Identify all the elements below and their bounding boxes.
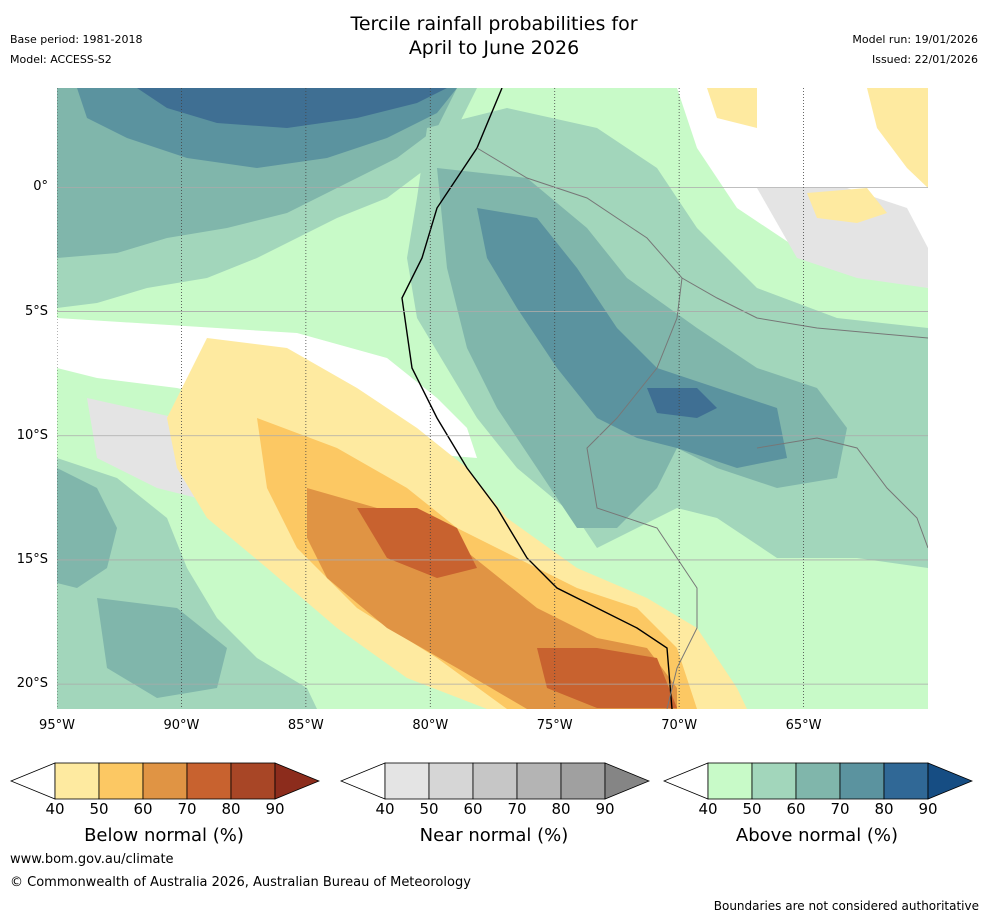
colorbar-segment: [428, 762, 474, 800]
colorbar-tick-label: 60: [786, 800, 806, 818]
colorbar-segment: [230, 762, 276, 800]
colorbar-segment: [707, 762, 753, 800]
colorbar-segment: [751, 762, 797, 800]
copyright-text: © Commonwealth of Australia 2026, Austra…: [10, 875, 471, 890]
colorbar-segment: [795, 762, 841, 800]
below-50-region-northeast-b: [867, 88, 928, 188]
lat-label: 5°S: [24, 303, 48, 319]
below-80-region-b: [537, 648, 677, 708]
title-line-2: April to June 2026: [408, 37, 580, 59]
colorbar-segment: [839, 762, 885, 800]
gridlines: [57, 88, 928, 709]
colorbar-tick-label: 80: [551, 800, 571, 818]
model-name: Model: ACCESS-S2: [10, 53, 112, 66]
lon-label: 85°W: [287, 718, 324, 733]
colorbar-segment: [516, 762, 562, 800]
colorbar-tick-label: 70: [830, 800, 850, 818]
below-50-region-northeast-a: [707, 88, 757, 128]
colorbar-segment: [98, 762, 144, 800]
colorbar-title: Near normal (%): [419, 825, 569, 846]
colorbar-low-extension: [663, 762, 709, 800]
colorbar-title: Below normal (%): [84, 825, 244, 846]
lat-label: 0°: [33, 179, 48, 195]
colorbar-tick-label: 90: [265, 800, 285, 818]
colorbar-tick-label: 40: [375, 800, 395, 818]
meta-right: Model run: 19/01/2026 Issued: 22/01/2026: [852, 30, 978, 70]
lat-label: 15°S: [16, 551, 48, 567]
colorbar-low-extension: [10, 762, 56, 800]
colorbar-title: Above normal (%): [735, 825, 899, 846]
coastline: [401, 88, 673, 709]
below-80-region-a: [357, 508, 477, 578]
colorbar: [340, 762, 650, 800]
colorbar-tick-label: 60: [133, 800, 153, 818]
colorbar-high-extension: [604, 762, 650, 800]
border-inland: [586, 277, 698, 709]
colorbar-tick-label: 90: [595, 800, 615, 818]
lon-label: 95°W: [39, 718, 75, 733]
disclaimer-text: Boundaries are not considered authoritat…: [713, 899, 979, 913]
above-60-region-southwest: [57, 468, 117, 588]
chart-title: Tercile rainfall probabilities for April…: [0, 12, 988, 60]
probability-map: [57, 88, 928, 709]
lon-label: 90°W: [163, 718, 200, 733]
colorbar: [663, 762, 973, 800]
above-60-region-south: [97, 598, 227, 698]
above-80-region-north: [137, 88, 447, 128]
colorbar-tick-label: 50: [742, 800, 762, 818]
colorbar-tick-label: 40: [45, 800, 65, 818]
above-80-region-land: [647, 388, 717, 418]
colorbar-high-extension: [927, 762, 973, 800]
colorbar-segment: [54, 762, 100, 800]
below-50-region-northeast-c: [807, 188, 887, 223]
colorbar-segment: [384, 762, 430, 800]
lat-label: 10°S: [16, 427, 48, 443]
colorbar-segment: [560, 762, 606, 800]
lat-label: 20°S: [16, 676, 48, 692]
colorbar-segment: [472, 762, 518, 800]
title-line-1: Tercile rainfall probabilities for: [350, 13, 638, 35]
colorbar-tick-label: 80: [874, 800, 894, 818]
meta-left: Base period: 1981-2018 Model: ACCESS-S2: [10, 30, 142, 70]
lon-label: 65°W: [785, 718, 822, 733]
colorbar-tick-label: 50: [419, 800, 439, 818]
model-run: Model run: 19/01/2026: [852, 33, 978, 46]
map-canvas: [57, 88, 928, 709]
lon-label: 70°W: [661, 718, 698, 733]
colorbar-tick-label: 60: [463, 800, 483, 818]
colorbar-tick-label: 50: [89, 800, 109, 818]
colorbar-low-extension: [340, 762, 386, 800]
colorbar-high-extension: [274, 762, 320, 800]
border-southeast: [756, 437, 928, 549]
colorbar-tick-label: 70: [177, 800, 197, 818]
colorbar-tick-label: 40: [698, 800, 718, 818]
colorbar-segment: [186, 762, 232, 800]
base-period: Base period: 1981-2018: [10, 33, 143, 46]
lon-label: 75°W: [536, 718, 573, 733]
colorbar-segment: [883, 762, 929, 800]
colorbar: [10, 762, 320, 800]
website-url[interactable]: www.bom.gov.au/climate: [10, 852, 174, 867]
colorbar-tick-label: 70: [507, 800, 527, 818]
lon-label: 80°W: [412, 718, 449, 733]
colorbar-segment: [142, 762, 188, 800]
colorbar-tick-label: 80: [221, 800, 241, 818]
colorbar-tick-label: 90: [918, 800, 938, 818]
issued-date: Issued: 22/01/2026: [871, 53, 978, 66]
